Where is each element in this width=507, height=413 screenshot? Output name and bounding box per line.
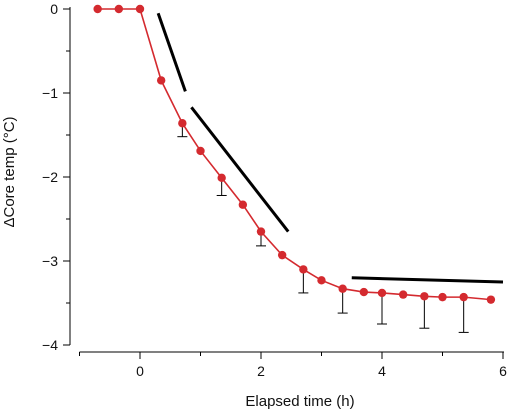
y-tick-label: −1 <box>42 85 58 101</box>
data-point <box>93 4 102 14</box>
reference-line <box>351 276 504 284</box>
y-axis-label: ΔCore temp (°C) <box>1 116 18 227</box>
x-tick-label: 2 <box>257 363 265 379</box>
x-tick-label: 0 <box>136 363 144 379</box>
data-point <box>377 288 387 298</box>
data-point <box>156 76 166 85</box>
y-tick-label: −3 <box>42 253 58 269</box>
data-point <box>217 173 226 183</box>
y-tick-label: 0 <box>50 1 58 17</box>
tick-labels: 0 −1 −2 −3 −4 0 2 4 6 <box>42 1 507 379</box>
reference-line <box>190 106 290 233</box>
data-point <box>486 295 496 304</box>
axes <box>63 7 504 359</box>
data-point <box>359 287 369 297</box>
data-point <box>299 265 308 274</box>
reference-line <box>156 12 187 92</box>
data-point <box>459 292 468 302</box>
data-point <box>178 119 187 128</box>
x-tick-label: 4 <box>378 363 386 379</box>
series-layer <box>93 4 496 304</box>
data-point <box>277 250 287 260</box>
data-point <box>438 292 447 302</box>
data-point <box>238 200 248 209</box>
data-point <box>420 292 429 301</box>
reference-lines <box>156 12 504 284</box>
series-line <box>97 8 491 301</box>
error-bars <box>177 123 469 333</box>
x-tick-label: 6 <box>499 363 507 379</box>
y-tick-label: −2 <box>42 169 58 185</box>
data-point <box>114 4 124 14</box>
data-point <box>398 290 408 299</box>
data-point <box>338 284 347 293</box>
data-point <box>196 146 205 156</box>
data-point <box>256 227 266 236</box>
x-axis-label: Elapsed time (h) <box>245 393 354 410</box>
data-point <box>135 4 145 14</box>
y-tick-label: −4 <box>42 337 58 353</box>
data-point <box>317 276 326 285</box>
